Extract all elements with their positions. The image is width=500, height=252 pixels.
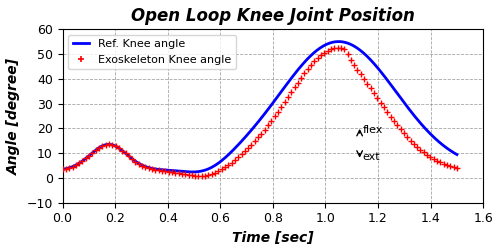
Title: Open Loop Knee Joint Position: Open Loop Knee Joint Position <box>131 7 415 25</box>
Y-axis label: Angle [degree]: Angle [degree] <box>7 57 21 175</box>
Text: ext: ext <box>362 152 380 162</box>
Text: flex: flex <box>362 125 382 135</box>
Legend: Ref. Knee angle, Exoskeleton Knee angle: Ref. Knee angle, Exoskeleton Knee angle <box>68 35 236 69</box>
X-axis label: Time [sec]: Time [sec] <box>232 231 314 245</box>
